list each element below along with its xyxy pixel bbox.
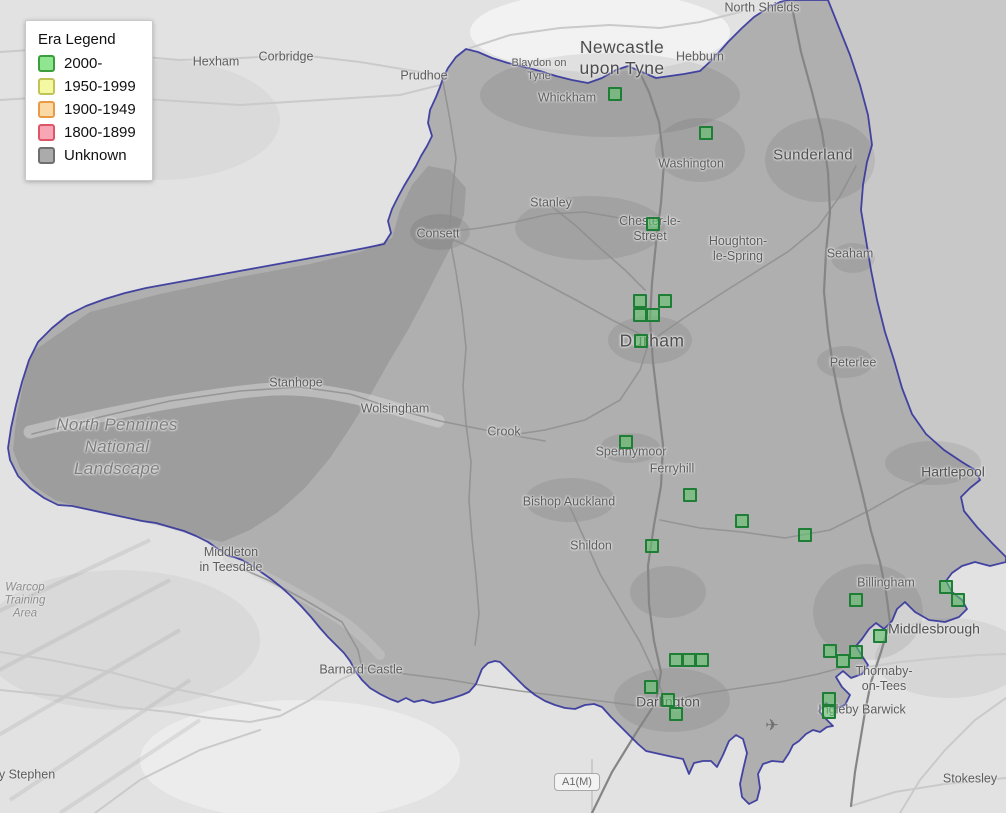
era-marker-2000s-12[interactable]: [645, 539, 659, 553]
era-marker-2000s-11[interactable]: [798, 528, 812, 542]
warcop-hatching: [0, 538, 202, 813]
era-marker-2000s-10[interactable]: [735, 514, 749, 528]
legend-swatch-icon: [38, 124, 55, 141]
map-label-crook: Crook: [487, 424, 521, 439]
map-label-hexham: Hexham: [192, 54, 240, 69]
map-label-middleton-in-teesdale: Middleton in Teesdale: [199, 545, 263, 574]
map-label-thornaby-on-tees: Thornaby-on-Tees: [855, 664, 913, 693]
map-label-stanhope: Stanhope: [269, 375, 323, 390]
map-label-bishop-auckland: Bishop Auckland: [522, 494, 616, 509]
map-label-warcop-training-area: Warcop Training Area: [4, 581, 46, 620]
legend-item-1: 1950-1999: [38, 78, 136, 95]
north-pennines-shading: [13, 166, 466, 542]
airport-icon: ✈: [765, 717, 779, 735]
era-marker-2000s-17[interactable]: [661, 693, 675, 707]
map-label-north-pennines-national-landscape: North Pennines National Landscape: [56, 415, 178, 478]
era-marker-2000s-4[interactable]: [658, 294, 672, 308]
era-marker-2000s-6[interactable]: [646, 308, 660, 322]
map-label-wolsingham: Wolsingham: [360, 401, 430, 416]
era-marker-2000s-8[interactable]: [619, 435, 633, 449]
legend-swatch-icon: [38, 147, 55, 164]
map-label-hebburn: Hebburn: [676, 49, 724, 64]
map-label-durham: Durham: [619, 330, 685, 351]
legend-item-label: 1900-1949: [64, 101, 136, 118]
legend-item-label: 1950-1999: [64, 78, 136, 95]
map-label-billingham: Billingham: [857, 575, 915, 590]
legend-item-2: 1900-1949: [38, 101, 136, 118]
legend-item-3: 1800-1899: [38, 124, 136, 141]
era-marker-2000s-24[interactable]: [939, 580, 953, 594]
era-marker-2000s-0[interactable]: [608, 87, 622, 101]
map-label-hartlepool: Hartlepool: [921, 463, 985, 480]
legend-item-4: Unknown: [38, 147, 136, 164]
map-label-sunderland: Sunderland: [773, 146, 853, 164]
era-marker-2000s-19[interactable]: [823, 644, 837, 658]
map-label-prudhoe: Prudhoe: [400, 68, 448, 83]
roads-inside: [31, 81, 931, 707]
map-label-spennymoor: Spennymoor: [595, 444, 667, 459]
legend-swatch-icon: [38, 55, 55, 72]
map-label-middlesbrough: Middlesbrough: [888, 620, 980, 637]
era-marker-2000s-5[interactable]: [633, 308, 647, 322]
legend-swatch-icon: [38, 101, 55, 118]
map-label-seaham: Seaham: [826, 246, 874, 261]
map-label-newcastle-upon-tyne: Newcastle upon Tyne: [579, 37, 665, 78]
era-marker-2000s-9[interactable]: [683, 488, 697, 502]
county-boundary: [7, 0, 1006, 805]
map-label-consett: Consett: [416, 226, 460, 241]
county-area: [8, 0, 1006, 804]
map-label-stanley: Stanley: [530, 195, 572, 210]
era-marker-2000s-1[interactable]: [699, 126, 713, 140]
map-label-peterlee: Peterlee: [829, 355, 877, 370]
era-marker-2000s-26[interactable]: [822, 692, 836, 706]
era-marker-2000s-7[interactable]: [634, 334, 648, 348]
map-label-whickham: Whickham: [537, 90, 597, 105]
map-label-houghton-le-spring: Houghton-le-Spring: [708, 234, 768, 263]
map-label-blaydon-on-tyne: Blaydon on Tyne: [511, 57, 567, 82]
legend-item-label: Unknown: [64, 147, 127, 164]
era-marker-2000s-16[interactable]: [644, 680, 658, 694]
era-marker-2000s-18[interactable]: [669, 707, 683, 721]
map-label-corbridge: Corbridge: [258, 49, 314, 64]
map-label-ferryhill: Ferryhill: [649, 461, 695, 476]
north-sea: [828, 0, 1006, 557]
map-label-stokesley: Stokesley: [942, 771, 998, 786]
era-marker-2000s-13[interactable]: [669, 653, 683, 667]
era-marker-2000s-22[interactable]: [873, 629, 887, 643]
era-marker-2000s-20[interactable]: [849, 645, 863, 659]
legend-item-0: 2000-: [38, 55, 136, 72]
era-marker-2000s-23[interactable]: [849, 593, 863, 607]
legend-swatch-icon: [38, 78, 55, 95]
map-label-kirkby-stephen: y Stephen: [0, 767, 56, 782]
map-label-washington: Washington: [658, 156, 724, 171]
era-marker-2000s-2[interactable]: [646, 217, 660, 231]
era-marker-2000s-21[interactable]: [836, 654, 850, 668]
map-label-north-shields: North Shields: [724, 0, 800, 15]
legend-title: Era Legend: [38, 31, 116, 48]
map-label-ingleby-barwick: Ingleby Barwick: [818, 702, 906, 717]
era-legend: Era Legend 2000- 1950-1999 1900-1949 1800-1…: [25, 20, 153, 181]
era-marker-2000s-15[interactable]: [695, 653, 709, 667]
legend-items: 2000- 1950-1999 1900-1949 1800-1899 Unknown: [38, 55, 136, 164]
era-marker-2000s-3[interactable]: [633, 294, 647, 308]
road-shield-a1m: A1(M): [554, 773, 600, 791]
era-marker-2000s-14[interactable]: [682, 653, 696, 667]
map-label-barnard-castle: Barnard Castle: [319, 662, 403, 677]
map-label-shildon: Shildon: [570, 538, 612, 553]
legend-item-label: 2000-: [64, 55, 103, 72]
legend-item-label: 1800-1899: [64, 124, 136, 141]
era-marker-2000s-27[interactable]: [822, 705, 836, 719]
era-marker-2000s-25[interactable]: [951, 593, 965, 607]
